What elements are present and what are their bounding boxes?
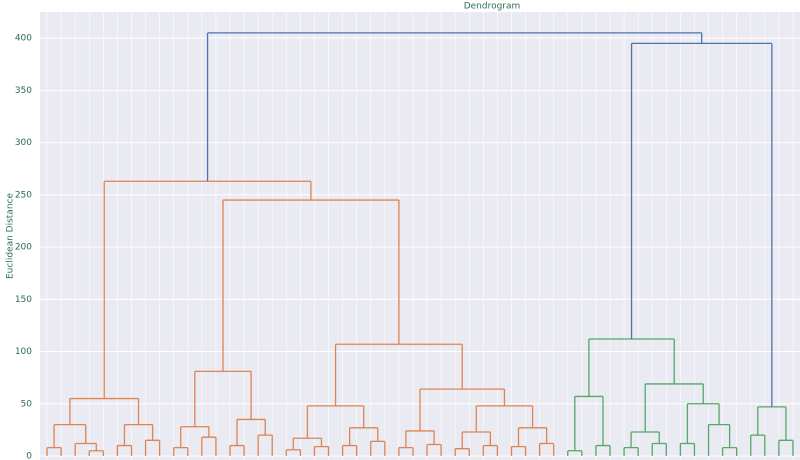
y-axis-label: Euclidean Distance [6, 193, 16, 279]
link [588, 338, 675, 397]
y-tick-label: 400 [15, 34, 32, 44]
y-tick-label: 100 [15, 347, 32, 357]
link [313, 445, 330, 456]
y-tick-label: 250 [15, 190, 32, 200]
link [686, 403, 720, 444]
link [630, 431, 660, 448]
y-tick-label: 300 [15, 138, 32, 148]
link [510, 445, 527, 456]
y-tick-label: 200 [15, 243, 32, 253]
y-tick-label: 350 [15, 86, 32, 96]
link [517, 427, 548, 447]
link [630, 42, 773, 407]
link [482, 444, 499, 456]
link [116, 444, 133, 456]
link [538, 442, 555, 456]
chart-title: Dendrogram [464, 2, 521, 12]
link [341, 444, 358, 456]
y-tick-label: 0 [26, 452, 32, 460]
link [53, 424, 87, 448]
link [651, 442, 667, 456]
link [257, 434, 273, 456]
link [750, 434, 766, 456]
link [206, 32, 703, 182]
link [574, 395, 604, 451]
link [285, 449, 302, 456]
link [707, 424, 731, 456]
link [229, 444, 245, 456]
link [757, 406, 787, 441]
link [194, 370, 252, 427]
link [595, 444, 611, 456]
y-tick-label: 50 [21, 399, 33, 409]
link [348, 427, 379, 446]
link [679, 442, 696, 456]
link [123, 424, 154, 446]
link [461, 431, 492, 449]
plot-background [40, 12, 800, 460]
link [74, 442, 97, 456]
y-tick-label: 150 [15, 295, 32, 305]
link [419, 388, 506, 431]
